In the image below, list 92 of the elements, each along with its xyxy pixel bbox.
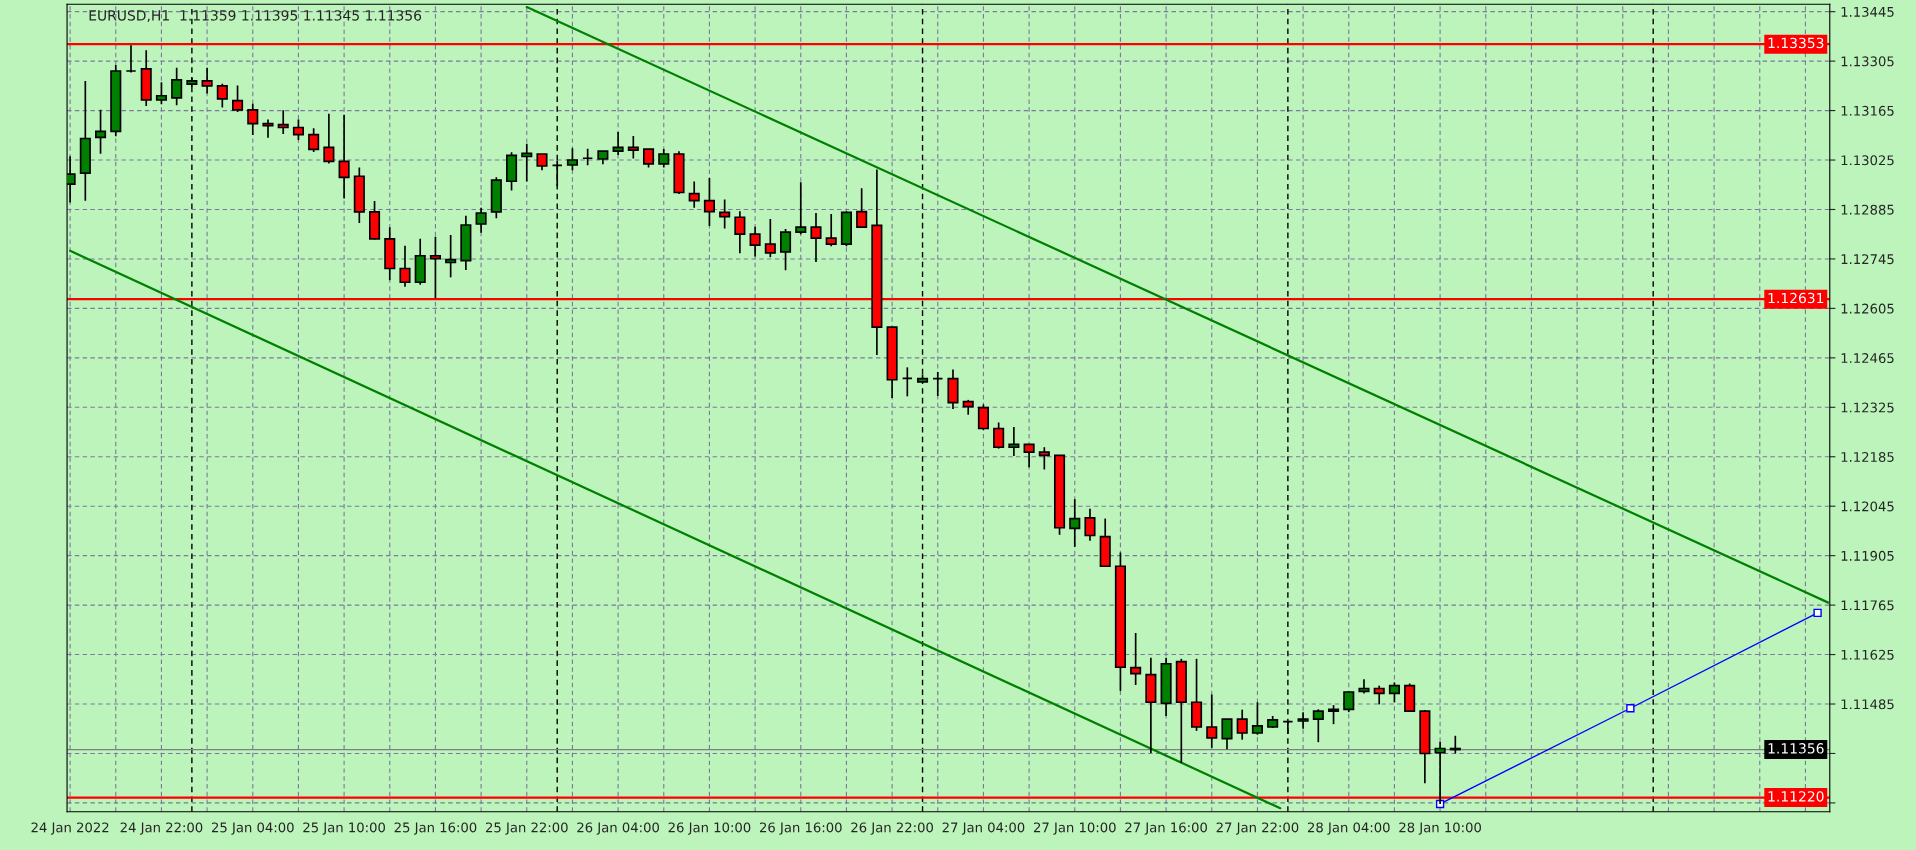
candlestick xyxy=(1023,443,1035,469)
candlestick xyxy=(171,66,183,107)
point xyxy=(1813,608,1822,618)
candlestick xyxy=(445,234,457,279)
y-tick-label: 1.11905 xyxy=(1841,550,1894,561)
x-tick-label: 28 Jan 10:00 xyxy=(1399,822,1481,835)
point xyxy=(1626,704,1635,713)
ref-line-label: 1.11220 xyxy=(1768,791,1824,802)
candlestick xyxy=(825,213,837,248)
y-tick-label: 1.11485 xyxy=(1841,699,1894,710)
x-tick-label: 27 Jan 10:00 xyxy=(1033,822,1116,835)
candlestick xyxy=(795,181,807,236)
x-tick-label: 25 Jan 04:00 xyxy=(211,822,294,835)
candlestick xyxy=(475,206,487,234)
candlestick xyxy=(1069,498,1081,548)
candlestick xyxy=(1251,701,1263,736)
candlestick xyxy=(262,118,274,139)
x-tick-label: 25 Jan 22:00 xyxy=(485,822,568,835)
x-tick-label: 26 Jan 10:00 xyxy=(668,822,751,835)
x-tick-label: 25 Jan 10:00 xyxy=(303,822,385,835)
candlestick xyxy=(1130,632,1142,686)
x-tick-label: 27 Jan 22:00 xyxy=(1216,822,1299,835)
ref-line-label: 1.11356 xyxy=(1768,743,1824,754)
ref-line-label: 1.13353 xyxy=(1768,37,1824,49)
candlestick xyxy=(779,228,792,272)
candlestick xyxy=(566,147,578,172)
x-tick-label: 24 Jan 2022 xyxy=(31,822,109,835)
y-tick-label: 1.13165 xyxy=(1841,105,1894,116)
candlestick xyxy=(399,245,411,288)
candlestick xyxy=(308,127,320,153)
candlestick xyxy=(1312,708,1324,743)
x-tick-label: 27 Jan 16:00 xyxy=(1125,822,1207,835)
candlestick xyxy=(216,82,228,109)
candlestick xyxy=(247,103,259,136)
candlestick xyxy=(688,180,700,209)
candlestick xyxy=(1388,681,1400,704)
y-tick-label: 1.13445 xyxy=(1841,6,1894,17)
candlestick xyxy=(977,403,989,431)
y-tick-label: 1.12045 xyxy=(1841,501,1894,512)
candlestick xyxy=(1084,507,1096,542)
x-tick-label: 26 Jan 16:00 xyxy=(759,822,842,835)
x-tick-label: 26 Jan 04:00 xyxy=(577,822,659,835)
candlestick xyxy=(1221,718,1233,751)
candlestick xyxy=(932,371,944,397)
candlestick xyxy=(734,210,746,255)
candlestick xyxy=(993,421,1005,450)
y-tick-label: 1.12885 xyxy=(1841,204,1894,215)
candlestick xyxy=(201,66,213,95)
y-tick-label: 1.11765 xyxy=(1841,600,1894,611)
candlestick xyxy=(612,131,624,156)
x-tick-label: 24 Jan 22:00 xyxy=(120,822,203,835)
y-tick-label: 1.12465 xyxy=(1841,353,1894,364)
x-tick-label: 25 Jan 16:00 xyxy=(394,822,477,835)
candlestick xyxy=(1206,693,1218,749)
candlestick xyxy=(155,81,167,106)
x-tick-label: 28 Jan 04:00 xyxy=(1307,822,1390,835)
candlestick xyxy=(1236,708,1248,741)
y-tick-label: 1.12185 xyxy=(1841,451,1894,462)
candlestick xyxy=(323,112,335,165)
candlestick xyxy=(1038,446,1050,471)
candlestick xyxy=(1297,711,1309,730)
candlestick xyxy=(1008,426,1020,457)
y-tick-label: 1.11625 xyxy=(1841,649,1894,660)
candlestick xyxy=(1343,690,1355,713)
y-tick-label: 1.12325 xyxy=(1841,402,1894,413)
candlestick xyxy=(94,109,107,155)
candlestick xyxy=(1373,684,1385,706)
candlestick xyxy=(901,366,913,398)
candlestick xyxy=(338,113,350,200)
ref-line-label: 1.12631 xyxy=(1768,292,1824,304)
candlestick xyxy=(231,84,244,113)
candlestick xyxy=(292,118,304,141)
chart-title: EURUSD,H1 1.11359 1.11395 1.11345 1.11356 xyxy=(89,10,422,23)
y-tick-label: 1.13025 xyxy=(1841,155,1894,166)
candlestick xyxy=(521,142,533,183)
y-tick-label: 1.13305 xyxy=(1841,56,1894,67)
candlestick xyxy=(125,44,137,74)
candlestick xyxy=(642,148,655,169)
candlestick xyxy=(719,198,731,230)
candlestick xyxy=(277,109,289,135)
y-tick-label: 1.12605 xyxy=(1841,303,1894,314)
x-tick-label: 26 Jan 22:00 xyxy=(851,822,933,835)
candlestick xyxy=(703,177,715,227)
y-tick-label: 1.12745 xyxy=(1841,254,1894,265)
candlestick xyxy=(1327,704,1340,725)
candlestick xyxy=(627,135,639,160)
candlestick xyxy=(749,225,761,258)
candlestick xyxy=(764,218,776,259)
candlestick xyxy=(658,148,670,169)
x-tick-label: 27 Jan 04:00 xyxy=(942,822,1025,835)
candlestick xyxy=(856,187,868,228)
candlestick xyxy=(810,212,822,263)
